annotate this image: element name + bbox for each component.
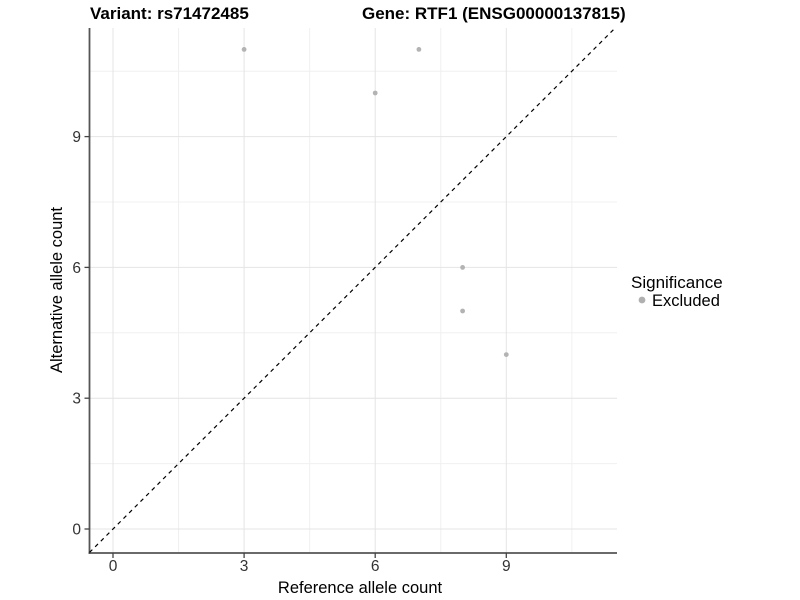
- axis-ticks: [84, 135, 507, 558]
- y-tick-label: 0: [72, 522, 81, 539]
- x-tick-label: 6: [371, 558, 380, 575]
- legend-excluded-marker-icon: [638, 296, 646, 304]
- x-tick-label: 9: [502, 558, 511, 575]
- data-point: [241, 47, 247, 52]
- data-point: [503, 352, 509, 357]
- data-point: [416, 47, 422, 52]
- x-axis-title: Reference allele count: [278, 579, 443, 597]
- legend: Significance Excluded: [631, 273, 723, 310]
- data-point: [372, 90, 378, 96]
- legend-item-label: Excluded: [652, 292, 720, 310]
- axis-lines: [88, 28, 617, 554]
- plot-title-variant: Variant: rs71472485: [90, 4, 249, 23]
- data-points: [241, 47, 509, 357]
- y-tick-label: 3: [72, 391, 81, 408]
- legend-title: Significance: [631, 273, 723, 292]
- data-point: [460, 308, 465, 314]
- minor-gridlines: [89, 28, 617, 553]
- identity-line: [89, 27, 616, 553]
- x-tick-label: 3: [240, 558, 249, 575]
- axis-tick-labels: 0 3 6 9 0 3 6 9: [72, 129, 510, 575]
- major-gridlines: [89, 28, 617, 553]
- identity-dashed-line: [89, 27, 616, 553]
- y-tick-label: 9: [72, 129, 81, 146]
- plot-title-gene: Gene: RTF1 (ENSG00000137815): [362, 4, 626, 23]
- data-point: [460, 265, 465, 270]
- y-tick-label: 6: [72, 260, 81, 277]
- x-tick-label: 0: [109, 558, 118, 575]
- y-axis-title: Alternative allele count: [48, 207, 66, 373]
